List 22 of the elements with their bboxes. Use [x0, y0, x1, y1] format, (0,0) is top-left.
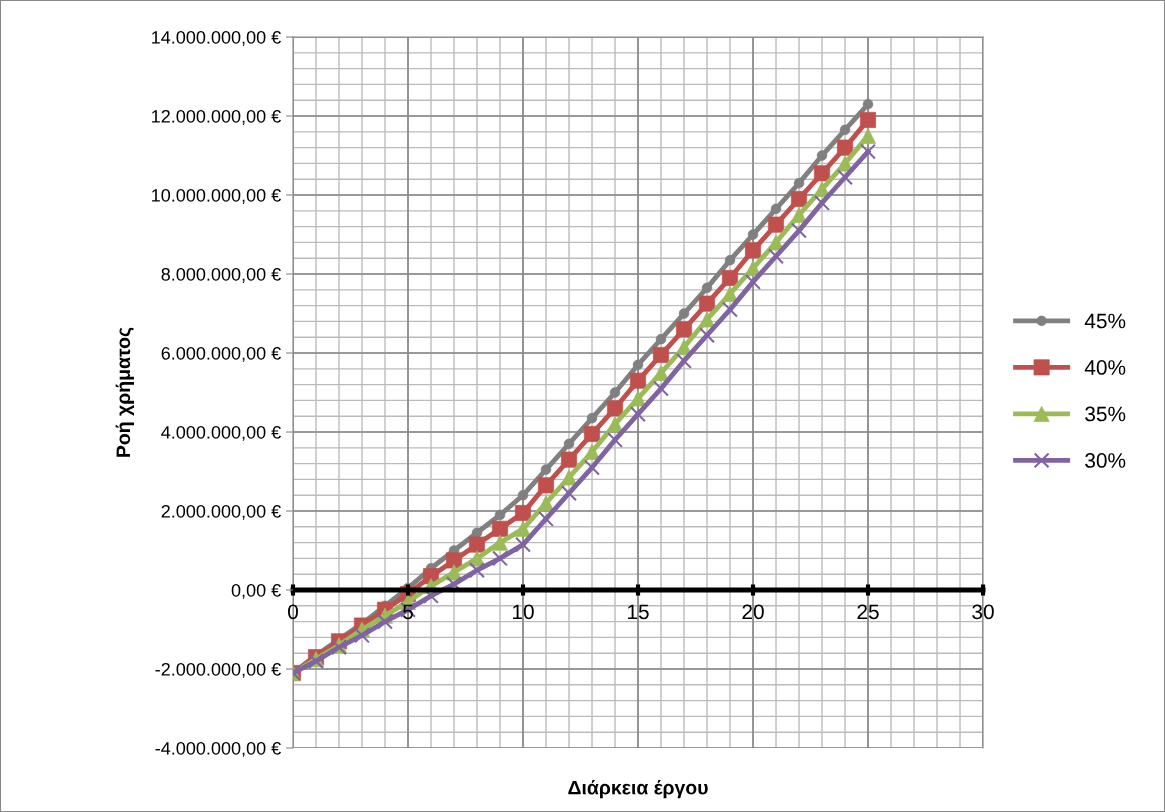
legend-label: 35%	[1085, 406, 1126, 422]
x-tick-label: 20	[742, 604, 764, 620]
y-tick-label: 8.000.000,00 €	[161, 267, 281, 283]
y-tick-label: 2.000.000,00 €	[161, 504, 281, 520]
y-tick-label: 4.000.000,00 €	[161, 425, 281, 441]
y-tick-label: 14.000.000,00 €	[152, 30, 281, 46]
y-axis-title: Ροή χρήματος	[115, 327, 135, 457]
legend-label: 45%	[1084, 313, 1126, 329]
y-tick-label: -2.000.000,00 €	[155, 662, 281, 678]
x-axis-title: Διάρκεια έργου	[568, 780, 708, 799]
legend-label: 30%	[1085, 453, 1126, 468]
x-tick-label: 30	[972, 604, 994, 620]
y-tick-label: 10.000.000,00 €	[152, 188, 281, 204]
legend-label: 40%	[1084, 360, 1126, 375]
y-tick-label: 12.000.000,00 €	[152, 109, 281, 125]
x-tick-label: 15	[628, 604, 649, 620]
y-tick-label: -4.000.000,00 €	[155, 741, 281, 757]
y-tick-label: 6.000.000,00 €	[161, 346, 281, 362]
x-tick-label: 25	[857, 604, 879, 620]
x-tick-label: 0	[288, 604, 298, 620]
x-tick-label: 10	[513, 604, 534, 620]
y-tick-label: 0,00 €	[231, 583, 281, 599]
